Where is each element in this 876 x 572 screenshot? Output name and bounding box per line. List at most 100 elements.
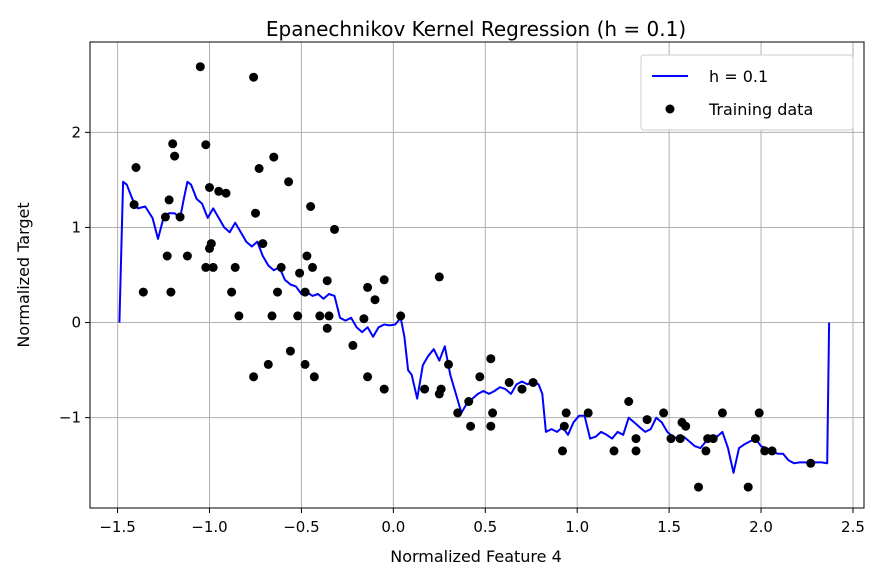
training-data-point xyxy=(221,188,231,198)
training-data-point xyxy=(293,311,303,321)
training-data-point xyxy=(420,384,430,394)
training-data-point xyxy=(558,446,567,456)
training-data-point xyxy=(631,434,641,444)
training-data-point xyxy=(642,415,652,425)
chart-title: Epanechnikov Kernel Regression (h = 0.1) xyxy=(266,17,686,41)
training-data-point xyxy=(269,152,279,162)
training-data-point xyxy=(559,421,569,431)
training-data-point xyxy=(754,408,764,418)
training-data-point xyxy=(206,239,216,249)
y-tick-label: 0 xyxy=(71,314,81,332)
training-data-point xyxy=(464,397,474,406)
training-data-point xyxy=(306,202,316,211)
training-data-point xyxy=(322,323,332,333)
training-data-point xyxy=(138,287,148,297)
training-data-point xyxy=(666,434,676,444)
x-tick-label: −1.5 xyxy=(99,518,135,536)
training-data-point xyxy=(258,239,268,249)
training-data-point xyxy=(214,186,224,196)
training-data-point xyxy=(168,139,178,149)
training-data-point xyxy=(300,287,310,297)
training-data-point xyxy=(436,384,446,394)
training-data-point xyxy=(486,421,496,431)
training-data-point xyxy=(504,378,514,387)
training-data-point xyxy=(230,262,240,272)
training-data-point xyxy=(453,408,463,418)
x-tick-label: −0.5 xyxy=(283,518,319,536)
training-data-point xyxy=(359,314,369,324)
training-data-point xyxy=(561,408,571,418)
training-data-point xyxy=(708,434,718,444)
training-data-point xyxy=(300,359,310,369)
training-data-point xyxy=(182,251,192,261)
training-data-point xyxy=(227,287,237,297)
legend-label-scatter: Training data xyxy=(708,100,813,119)
training-data-point xyxy=(254,164,264,173)
training-data-point xyxy=(249,72,259,82)
training-data-point xyxy=(249,372,259,382)
training-data-point xyxy=(201,140,211,150)
training-data-point xyxy=(164,195,174,205)
training-data-point xyxy=(379,384,389,394)
y-tick-label: 2 xyxy=(71,123,81,141)
training-data-point xyxy=(276,262,286,272)
training-data-point xyxy=(251,208,260,218)
training-data-point xyxy=(624,397,634,406)
x-tick-label: 2.5 xyxy=(841,518,865,536)
training-data-point xyxy=(609,446,619,456)
x-tick-label: 1.5 xyxy=(657,518,681,536)
training-data-point xyxy=(444,359,453,369)
y-tick-label: 1 xyxy=(71,218,81,236)
x-tick-label: 2.0 xyxy=(749,518,773,536)
training-data-point xyxy=(767,446,777,456)
training-data-point xyxy=(717,408,727,418)
training-data-point xyxy=(175,212,185,222)
training-data-point xyxy=(434,272,444,282)
training-data-point xyxy=(486,354,496,364)
training-data-point xyxy=(370,295,380,305)
training-data-point xyxy=(760,446,770,456)
training-data-point xyxy=(701,446,711,456)
training-data-point xyxy=(475,372,485,382)
legend: h = 0.1 Training data xyxy=(640,54,854,131)
training-data-point xyxy=(315,311,325,321)
training-data-point xyxy=(263,359,273,369)
y-axis-label: Normalized Target xyxy=(14,202,33,347)
training-data-point xyxy=(363,372,373,382)
y-tick-label: −1 xyxy=(59,409,81,427)
training-data-point xyxy=(170,151,180,161)
plot-area-frame xyxy=(89,41,865,509)
x-tick-label: 0.5 xyxy=(473,518,497,536)
training-data-point xyxy=(285,346,295,356)
training-data-point xyxy=(751,434,760,444)
training-data-point xyxy=(675,434,685,444)
training-data-point xyxy=(806,458,816,468)
x-axis-ticks: −1.5 −1.0 −0.5 0.0 0.5 1.0 1.5 2.0 2.5 xyxy=(99,508,865,536)
training-data-point xyxy=(743,482,753,492)
training-data-point xyxy=(694,482,703,492)
training-data-point xyxy=(273,287,282,297)
training-data-point xyxy=(517,384,527,394)
legend-box xyxy=(640,54,854,131)
training-data-point xyxy=(379,275,389,285)
training-data-point xyxy=(160,212,170,222)
x-tick-label: 0.0 xyxy=(381,518,405,536)
x-axis-label: Normalized Feature 4 xyxy=(390,547,562,566)
training-data-point xyxy=(166,287,176,297)
training-data-point xyxy=(308,262,317,272)
training-data-point xyxy=(234,311,244,321)
training-data-point xyxy=(284,177,294,187)
training-data-point xyxy=(129,200,139,210)
training-data-point xyxy=(348,340,358,350)
training-data-point xyxy=(201,262,211,272)
x-tick-label: −1.0 xyxy=(191,518,227,536)
training-data-point xyxy=(309,372,319,382)
training-data-point xyxy=(324,311,334,321)
training-data-point xyxy=(396,311,406,321)
training-data-point xyxy=(528,378,538,387)
training-data-point xyxy=(302,251,312,261)
training-data-point xyxy=(208,262,218,272)
training-data-point xyxy=(195,62,205,72)
training-data-point xyxy=(267,311,277,321)
training-data-point xyxy=(659,408,669,418)
